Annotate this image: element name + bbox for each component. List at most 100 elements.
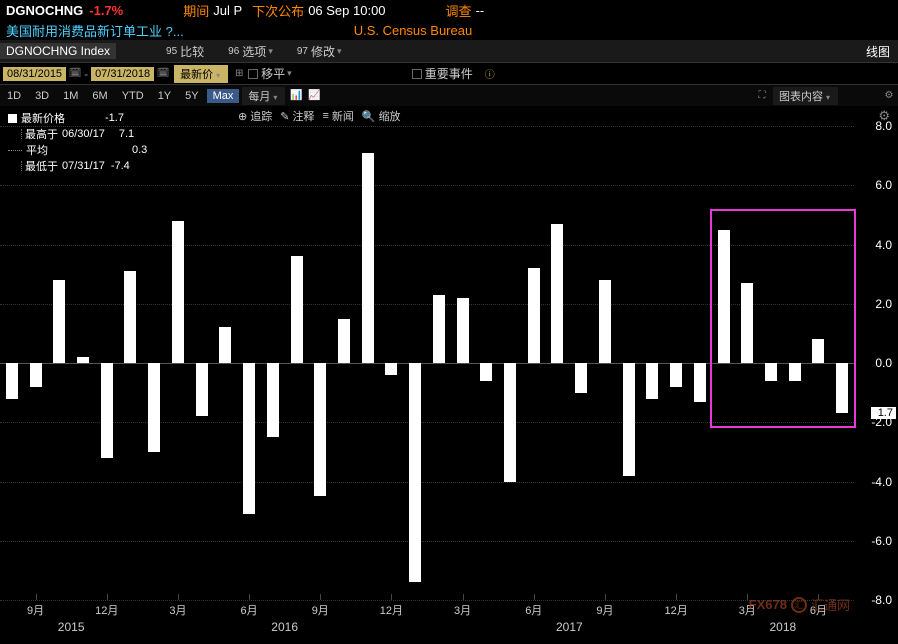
x-year-label: 2015 <box>58 620 85 634</box>
bar[interactable] <box>148 363 160 452</box>
index-box[interactable]: DGNOCHNG Index <box>0 43 116 59</box>
x-month-label: 3月 <box>454 602 471 618</box>
bar[interactable] <box>504 363 516 482</box>
bar[interactable] <box>124 271 136 363</box>
x-tick <box>676 594 677 600</box>
bar[interactable] <box>457 298 469 363</box>
pencil-icon: ✎ <box>280 110 289 123</box>
bar[interactable] <box>291 256 303 363</box>
list-icon: ≡ <box>322 110 328 122</box>
stats-low-val: -7.4 <box>111 160 130 172</box>
x-tick <box>320 594 321 600</box>
chart-style-icon[interactable]: 📊 <box>287 88 305 104</box>
x-month-label: 12月 <box>380 602 403 618</box>
track-button[interactable]: ⊕追踪 <box>238 108 272 124</box>
bar[interactable] <box>409 363 421 582</box>
watermark-icon: 汇 <box>791 597 807 613</box>
x-month-label: 6月 <box>525 602 542 618</box>
range-1y[interactable]: 1Y <box>152 89 177 103</box>
bar[interactable] <box>30 363 42 387</box>
range-6m[interactable]: 6M <box>86 89 113 103</box>
x-month-label: 6月 <box>241 602 258 618</box>
range-5y[interactable]: 5Y <box>179 89 204 103</box>
date-from-input[interactable]: 08/31/2015 <box>3 67 66 81</box>
bar[interactable] <box>172 221 184 363</box>
bar[interactable] <box>551 224 563 363</box>
info-icon[interactable]: ⓘ <box>481 66 499 82</box>
modify-button[interactable]: 修改 <box>311 43 335 60</box>
plot-region[interactable] <box>0 126 854 600</box>
news-button[interactable]: ≡新闻 <box>322 108 353 124</box>
bar[interactable] <box>243 363 255 514</box>
bar[interactable] <box>646 363 658 399</box>
line-style-icon[interactable]: 📈 <box>305 88 323 104</box>
bar[interactable] <box>385 363 397 375</box>
watermark: FX678 汇 汇通网 <box>749 595 850 614</box>
bar[interactable] <box>599 280 611 363</box>
y-tick-label: 2.0 <box>875 297 892 311</box>
y-tick-label: 0.0 <box>875 356 892 370</box>
settings-gear-icon[interactable]: ⚙ <box>880 88 898 104</box>
stats-high-date: 06/30/17 <box>62 128 105 140</box>
bar[interactable] <box>480 363 492 381</box>
bar[interactable] <box>196 363 208 416</box>
ma-label: 移平 <box>261 65 285 82</box>
bar[interactable] <box>219 327 231 363</box>
calendar-to-icon[interactable]: 🗓 <box>154 66 172 82</box>
price-type-dropdown[interactable]: 最新价 <box>174 65 228 83</box>
bar[interactable] <box>362 153 374 363</box>
frequency-dropdown[interactable]: 每月 <box>242 87 285 105</box>
x-month-label: 12月 <box>95 602 118 618</box>
bar[interactable] <box>528 268 540 363</box>
watermark-brand: FX678 <box>749 597 787 612</box>
watermark-text: 汇通网 <box>811 595 850 614</box>
range-3d[interactable]: 3D <box>29 89 55 103</box>
bar[interactable] <box>77 357 89 363</box>
next-release-value: 06 Sep 10:00 <box>308 3 385 18</box>
bar[interactable] <box>575 363 587 393</box>
options-button[interactable]: 选项 <box>242 43 266 60</box>
bar[interactable] <box>623 363 635 476</box>
bar[interactable] <box>670 363 682 387</box>
header-row-1: DGNOCHNG -1.7% 期间 Jul P 下次公布 06 Sep 10:0… <box>0 0 898 20</box>
range-max[interactable]: Max <box>207 89 240 103</box>
y-axis: -8.0-6.0-4.0-2.00.02.04.06.08.0-1.7 <box>854 126 898 600</box>
stats-high-label: 最高于 <box>25 126 58 142</box>
chart-toolbar: ⊕追踪 ✎注释 ≡新闻 🔍缩放 <box>238 108 401 124</box>
bar[interactable] <box>694 363 706 402</box>
highlight-box <box>710 209 856 428</box>
bar[interactable] <box>314 363 326 496</box>
bar[interactable] <box>338 319 350 363</box>
crosshair-icon: ⊕ <box>238 110 247 123</box>
compare-button[interactable]: 比较 <box>180 43 204 60</box>
ma-checkbox[interactable] <box>248 69 258 79</box>
bar[interactable] <box>101 363 113 458</box>
stats-avg-label: 平均 <box>26 142 48 158</box>
range-1d[interactable]: 1D <box>1 89 27 103</box>
survey-label: 调查 <box>446 1 472 20</box>
series-title: 美国耐用消费品新订单工业 ?... <box>6 21 184 40</box>
calendar-from-icon[interactable]: 🗓 <box>66 66 84 82</box>
x-tick <box>36 594 37 600</box>
gridline <box>0 185 854 186</box>
bar[interactable] <box>267 363 279 437</box>
y-tick-label: 4.0 <box>875 238 892 252</box>
zoom-icon: 🔍 <box>362 110 376 123</box>
range-ytd[interactable]: YTD <box>116 89 150 103</box>
chart-type-label[interactable]: 线图 <box>866 43 890 60</box>
bar[interactable] <box>433 295 445 363</box>
bar[interactable] <box>53 280 65 363</box>
range-1m[interactable]: 1M <box>57 89 84 103</box>
date-to-input[interactable]: 07/31/2018 <box>91 67 154 81</box>
annotate-button[interactable]: ✎注释 <box>280 108 314 124</box>
chart-content-dropdown[interactable]: 图表内容 <box>773 87 838 105</box>
x-month-label: 3月 <box>169 602 186 618</box>
zoom-button[interactable]: 🔍缩放 <box>362 108 401 124</box>
x-month-label: 9月 <box>27 602 44 618</box>
panel-toggle-icon[interactable]: ⊞ <box>230 66 248 82</box>
bar[interactable] <box>6 363 18 399</box>
period-value: Jul P <box>213 3 242 18</box>
events-checkbox[interactable] <box>412 69 422 79</box>
x-tick <box>463 594 464 600</box>
expand-icon[interactable]: ⛶ <box>753 88 771 104</box>
